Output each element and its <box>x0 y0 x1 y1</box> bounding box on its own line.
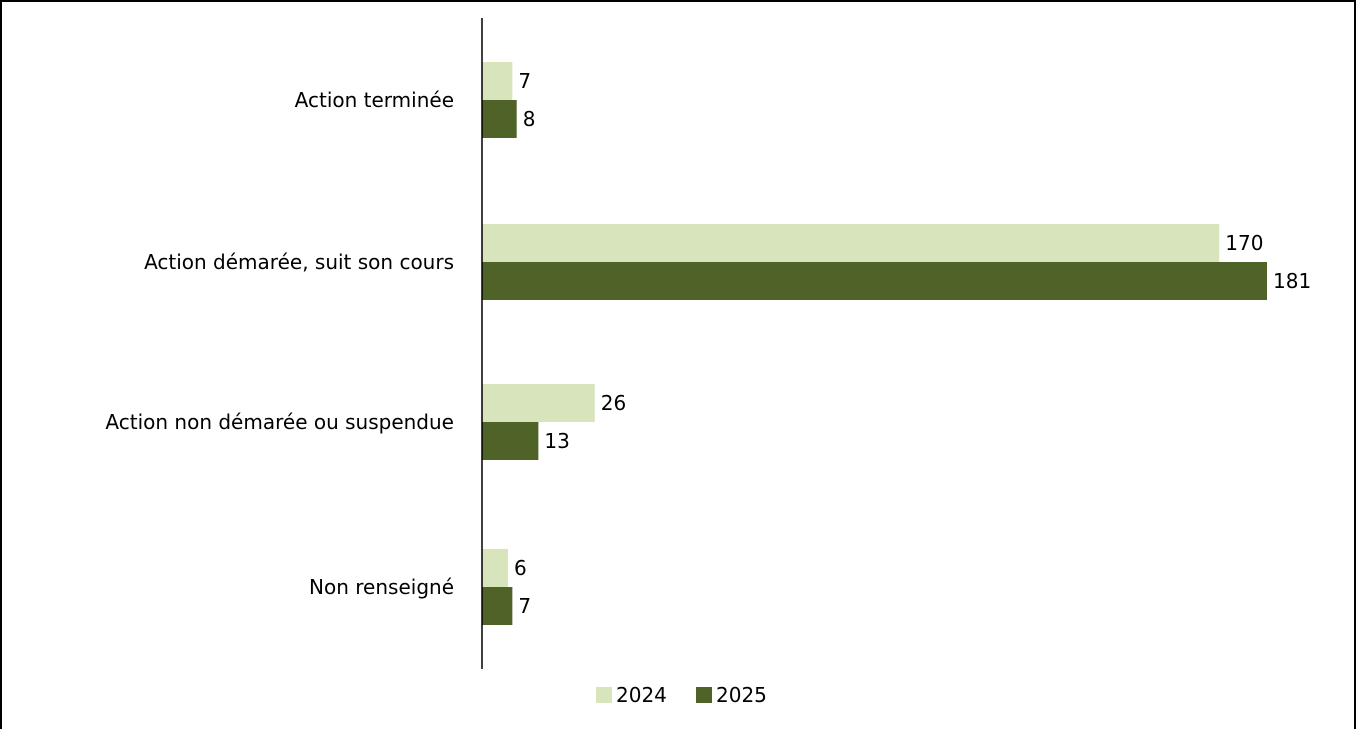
bar-2024-action-terminee <box>482 62 513 100</box>
bar-2024-action-non-demaree-ou-suspendue <box>482 384 595 422</box>
value-labels-layer: 7 8 170 181 26 13 6 7 <box>514 69 1311 618</box>
value-label-2025-action-terminee: 8 <box>523 107 536 131</box>
bar-2025-action-demaree-suit-son-cours <box>482 262 1267 300</box>
legend: 2024 2025 <box>596 683 767 707</box>
category-label-action-terminee: Action terminée <box>295 88 454 112</box>
legend-swatch-2024 <box>596 687 612 703</box>
legend-label-2025: 2025 <box>716 683 767 707</box>
bar-2025-action-terminee <box>482 100 517 138</box>
value-label-2024-action-terminee: 7 <box>518 69 531 93</box>
category-label-action-demaree-suit-son-cours: Action démarée, suit son cours <box>144 250 454 274</box>
category-label-action-non-demaree-ou-suspendue: Action non démarée ou suspendue <box>105 410 454 434</box>
bar-2024-action-demaree-suit-son-cours <box>482 224 1220 262</box>
value-label-2024-non-renseigne: 6 <box>514 556 527 580</box>
bars-layer <box>482 62 1267 625</box>
value-label-2025-non-renseigne: 7 <box>518 594 531 618</box>
bar-2024-non-renseigne <box>482 549 509 587</box>
value-label-2025-action-demaree-suit-son-cours: 181 <box>1273 269 1311 293</box>
category-labels-layer: Action terminée Action démarée, suit son … <box>105 88 454 599</box>
category-label-non-renseigne: Non renseigné <box>309 575 454 599</box>
value-label-2024-action-non-demaree-ou-suspendue: 26 <box>601 391 626 415</box>
legend-label-2024: 2024 <box>616 683 667 707</box>
value-label-2024-action-demaree-suit-son-cours: 170 <box>1225 231 1263 255</box>
value-label-2025-action-non-demaree-ou-suspendue: 13 <box>544 429 569 453</box>
legend-swatch-2025 <box>696 687 712 703</box>
bar-2025-non-renseigne <box>482 587 513 625</box>
bar-2025-action-non-demaree-ou-suspendue <box>482 422 539 460</box>
